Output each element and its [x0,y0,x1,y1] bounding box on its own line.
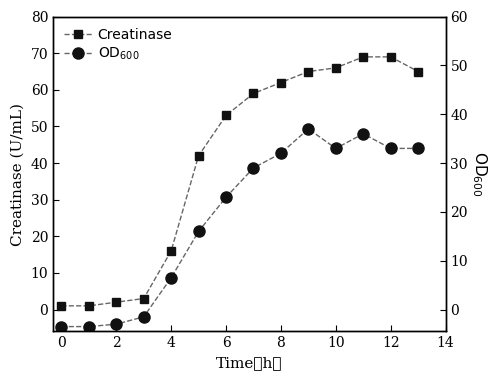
Creatinase [86,304,92,308]
Creatinase [250,91,256,96]
Legend: Creatinase, OD$_{600}$: Creatinase, OD$_{600}$ [60,24,176,66]
OD$_{600}$ [250,166,256,170]
OD$_{600}$ [388,146,394,151]
OD$_{600}$ [140,315,146,319]
OD$_{600}$ [360,131,366,136]
Creatinase [223,113,229,118]
Y-axis label: OD$_{600}$: OD$_{600}$ [470,151,489,197]
OD$_{600}$ [86,324,92,329]
Creatinase [415,69,421,74]
Creatinase [333,66,339,70]
OD$_{600}$ [415,146,421,151]
OD$_{600}$ [306,126,312,131]
Y-axis label: Creatinase (U/mL): Creatinase (U/mL) [11,102,25,245]
Creatinase [168,249,174,253]
Creatinase [196,154,202,158]
OD$_{600}$ [168,275,174,280]
Creatinase [278,80,284,85]
OD$_{600}$ [58,324,64,329]
Creatinase [360,54,366,59]
Creatinase [388,54,394,59]
Creatinase [306,69,312,74]
OD$_{600}$ [196,229,202,234]
Line: OD$_{600}$: OD$_{600}$ [56,123,424,332]
OD$_{600}$ [333,146,339,151]
X-axis label: Time（h）: Time（h） [216,356,282,370]
OD$_{600}$ [223,195,229,200]
Creatinase [58,304,64,308]
OD$_{600}$ [278,151,284,155]
OD$_{600}$ [114,322,119,327]
Line: Creatinase: Creatinase [57,53,422,310]
Creatinase [114,300,119,304]
Creatinase [140,296,146,301]
